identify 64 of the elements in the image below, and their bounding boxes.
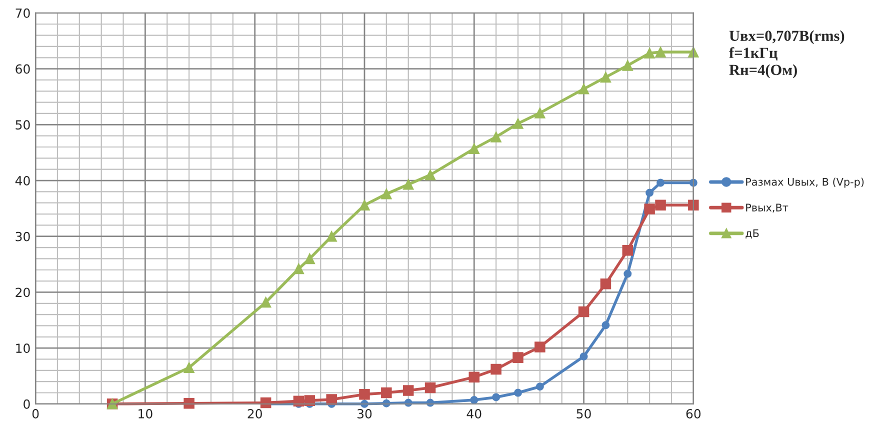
point	[490, 132, 502, 142]
point	[602, 321, 610, 330]
point	[402, 179, 414, 190]
x-tick-label: 60	[686, 409, 701, 418]
x-tick-label: 30	[357, 409, 372, 418]
text: Uвх=0,707В(rms) f=1кГц Rн=4(Ом)	[729, 30, 844, 78]
x-tick-label: 10	[138, 409, 152, 418]
point	[655, 46, 666, 58]
point	[468, 143, 480, 154]
point	[293, 263, 304, 274]
y-tick-label: 40	[15, 176, 30, 186]
point	[512, 352, 524, 363]
y-tick-label: 0	[24, 399, 30, 409]
x-tick-label: 20	[248, 409, 262, 418]
legend-label: Рвых,Вт	[746, 204, 788, 213]
point	[514, 388, 522, 397]
point	[534, 342, 546, 352]
y-tick-label: 50	[16, 120, 30, 130]
point	[578, 84, 590, 94]
point	[304, 253, 316, 264]
point	[644, 204, 655, 214]
legend-label: Размах Uвых, В (Vp-p)	[746, 178, 864, 188]
point	[600, 278, 612, 290]
point	[424, 170, 436, 180]
y-tick-label: 10	[16, 344, 30, 353]
point	[578, 306, 590, 318]
x-tick-label: 40	[466, 409, 482, 418]
point	[534, 108, 546, 118]
point	[304, 395, 316, 406]
point	[184, 398, 194, 409]
point	[600, 72, 612, 83]
point	[468, 372, 480, 382]
point	[622, 244, 634, 256]
point	[260, 397, 272, 408]
point	[470, 396, 478, 404]
point	[359, 389, 370, 400]
point	[624, 270, 632, 278]
point	[646, 188, 654, 197]
x-tick-label: 50	[576, 409, 591, 418]
point	[622, 60, 634, 71]
point	[656, 178, 665, 187]
point	[359, 200, 370, 210]
point	[381, 188, 392, 200]
point	[688, 200, 699, 210]
point	[644, 48, 655, 59]
point	[381, 387, 392, 398]
point	[184, 362, 194, 373]
y-tick-label: 20	[16, 288, 30, 298]
legend-label: дБ	[746, 229, 759, 238]
point	[260, 296, 272, 308]
y-tick-label: 70	[16, 8, 30, 18]
point	[655, 200, 666, 210]
point	[492, 393, 500, 402]
point	[580, 352, 588, 360]
x-tick-label: 0	[32, 409, 39, 418]
point	[512, 118, 524, 129]
point	[490, 364, 502, 375]
y-tick-label: 30	[16, 232, 30, 242]
point	[326, 230, 337, 242]
point	[402, 385, 414, 396]
point	[326, 394, 337, 405]
point	[424, 382, 436, 394]
point	[536, 382, 544, 391]
y-tick-label: 60	[16, 64, 30, 74]
